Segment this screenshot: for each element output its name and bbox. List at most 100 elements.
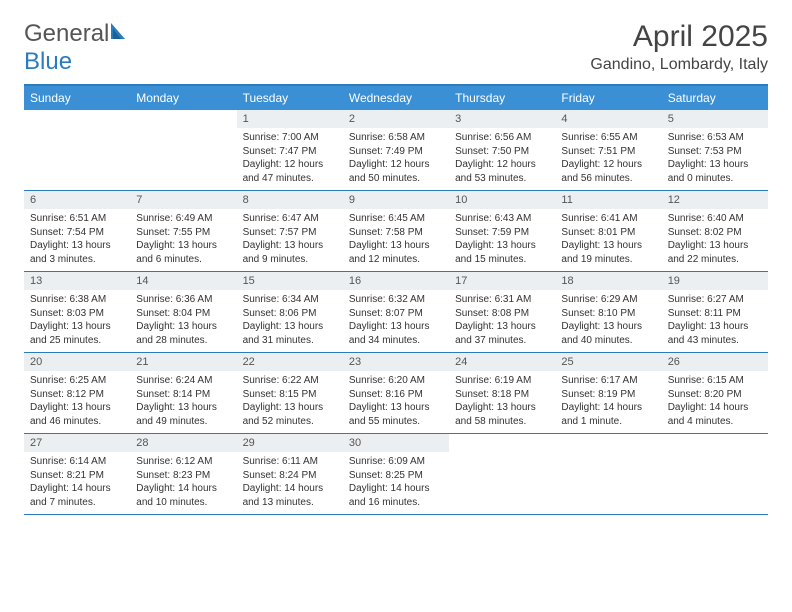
day-body: Sunrise: 6:11 AMSunset: 8:24 PMDaylight:… [237,452,343,514]
day-body: Sunrise: 6:41 AMSunset: 8:01 PMDaylight:… [555,209,661,271]
sunset-text: Sunset: 8:12 PM [30,388,124,402]
day-number: 17 [449,272,555,290]
day-body: Sunrise: 6:49 AMSunset: 7:55 PMDaylight:… [130,209,236,271]
daylight-text: Daylight: 14 hours and 1 minute. [561,401,655,428]
day-number: 1 [237,110,343,128]
sunrise-text: Sunrise: 6:17 AM [561,374,655,388]
sunset-text: Sunset: 8:18 PM [455,388,549,402]
daylight-text: Daylight: 13 hours and 43 minutes. [668,320,762,347]
day-cell: 22Sunrise: 6:22 AMSunset: 8:15 PMDayligh… [237,353,343,433]
day-cell: 17Sunrise: 6:31 AMSunset: 8:08 PMDayligh… [449,272,555,352]
week-row: 20Sunrise: 6:25 AMSunset: 8:12 PMDayligh… [24,353,768,434]
sunrise-text: Sunrise: 6:27 AM [668,293,762,307]
sunrise-text: Sunrise: 6:19 AM [455,374,549,388]
sunrise-text: Sunrise: 6:25 AM [30,374,124,388]
day-body: Sunrise: 6:12 AMSunset: 8:23 PMDaylight:… [130,452,236,514]
day-cell [449,434,555,514]
daylight-text: Daylight: 14 hours and 7 minutes. [30,482,124,509]
sunset-text: Sunset: 7:51 PM [561,145,655,159]
day-cell: 12Sunrise: 6:40 AMSunset: 8:02 PMDayligh… [662,191,768,271]
calendar-page: GeneralBlue April 2025 Gandino, Lombardy… [0,0,792,535]
sunset-text: Sunset: 8:16 PM [349,388,443,402]
daylight-text: Daylight: 14 hours and 4 minutes. [668,401,762,428]
sunset-text: Sunset: 8:21 PM [30,469,124,483]
sunset-text: Sunset: 7:53 PM [668,145,762,159]
sunrise-text: Sunrise: 6:22 AM [243,374,337,388]
sunrise-text: Sunrise: 6:53 AM [668,131,762,145]
location-text: Gandino, Lombardy, Italy [590,56,768,74]
week-row: 1Sunrise: 7:00 AMSunset: 7:47 PMDaylight… [24,110,768,191]
sunset-text: Sunset: 8:11 PM [668,307,762,321]
sunrise-text: Sunrise: 6:31 AM [455,293,549,307]
sunset-text: Sunset: 8:23 PM [136,469,230,483]
sunset-text: Sunset: 8:14 PM [136,388,230,402]
daylight-text: Daylight: 12 hours and 50 minutes. [349,158,443,185]
day-number: 30 [343,434,449,452]
sunset-text: Sunset: 8:10 PM [561,307,655,321]
day-cell [130,110,236,190]
day-number: 6 [24,191,130,209]
sunrise-text: Sunrise: 6:11 AM [243,455,337,469]
daylight-text: Daylight: 12 hours and 56 minutes. [561,158,655,185]
daylight-text: Daylight: 13 hours and 55 minutes. [349,401,443,428]
brand-part2: Blue [24,48,72,75]
sunrise-text: Sunrise: 6:36 AM [136,293,230,307]
day-cell: 1Sunrise: 7:00 AMSunset: 7:47 PMDaylight… [237,110,343,190]
daylight-text: Daylight: 13 hours and 58 minutes. [455,401,549,428]
title-block: April 2025 Gandino, Lombardy, Italy [590,20,768,74]
day-body: Sunrise: 6:14 AMSunset: 8:21 PMDaylight:… [24,452,130,514]
sunrise-text: Sunrise: 6:43 AM [455,212,549,226]
day-cell: 20Sunrise: 6:25 AMSunset: 8:12 PMDayligh… [24,353,130,433]
daylight-text: Daylight: 13 hours and 31 minutes. [243,320,337,347]
daylight-text: Daylight: 13 hours and 6 minutes. [136,239,230,266]
sunset-text: Sunset: 7:59 PM [455,226,549,240]
brand-sail-icon [109,20,133,48]
day-number: 13 [24,272,130,290]
day-number: 11 [555,191,661,209]
day-body: Sunrise: 6:53 AMSunset: 7:53 PMDaylight:… [662,128,768,190]
day-number: 29 [237,434,343,452]
day-body: Sunrise: 6:31 AMSunset: 8:08 PMDaylight:… [449,290,555,352]
day-cell: 26Sunrise: 6:15 AMSunset: 8:20 PMDayligh… [662,353,768,433]
dow-header-row: Sunday Monday Tuesday Wednesday Thursday… [24,86,768,110]
sunrise-text: Sunrise: 6:49 AM [136,212,230,226]
day-body: Sunrise: 6:56 AMSunset: 7:50 PMDaylight:… [449,128,555,190]
day-body: Sunrise: 6:24 AMSunset: 8:14 PMDaylight:… [130,371,236,433]
day-number: 27 [24,434,130,452]
day-cell: 19Sunrise: 6:27 AMSunset: 8:11 PMDayligh… [662,272,768,352]
daylight-text: Daylight: 13 hours and 40 minutes. [561,320,655,347]
sunset-text: Sunset: 8:15 PM [243,388,337,402]
sunset-text: Sunset: 8:07 PM [349,307,443,321]
sunrise-text: Sunrise: 6:51 AM [30,212,124,226]
daylight-text: Daylight: 13 hours and 25 minutes. [30,320,124,347]
day-cell: 8Sunrise: 6:47 AMSunset: 7:57 PMDaylight… [237,191,343,271]
day-body: Sunrise: 6:22 AMSunset: 8:15 PMDaylight:… [237,371,343,433]
sunrise-text: Sunrise: 6:45 AM [349,212,443,226]
day-body: Sunrise: 6:58 AMSunset: 7:49 PMDaylight:… [343,128,449,190]
daylight-text: Daylight: 12 hours and 47 minutes. [243,158,337,185]
brand-logo: GeneralBlue [24,20,133,76]
day-body: Sunrise: 6:43 AMSunset: 7:59 PMDaylight:… [449,209,555,271]
day-number: 9 [343,191,449,209]
week-row: 13Sunrise: 6:38 AMSunset: 8:03 PMDayligh… [24,272,768,353]
sunrise-text: Sunrise: 6:20 AM [349,374,443,388]
daylight-text: Daylight: 13 hours and 0 minutes. [668,158,762,185]
daylight-text: Daylight: 13 hours and 52 minutes. [243,401,337,428]
day-body: Sunrise: 6:51 AMSunset: 7:54 PMDaylight:… [24,209,130,271]
dow-monday: Monday [130,86,236,110]
sunset-text: Sunset: 8:08 PM [455,307,549,321]
day-number: 23 [343,353,449,371]
day-body: Sunrise: 6:19 AMSunset: 8:18 PMDaylight:… [449,371,555,433]
header: GeneralBlue April 2025 Gandino, Lombardy… [24,20,768,76]
day-body: Sunrise: 7:00 AMSunset: 7:47 PMDaylight:… [237,128,343,190]
sunset-text: Sunset: 8:03 PM [30,307,124,321]
sunset-text: Sunset: 7:58 PM [349,226,443,240]
day-cell: 23 Sunrise: 6:20 AMSunset: 8:16 PMDayligh… [343,353,449,433]
day-number: 26 [662,353,768,371]
daylight-text: Daylight: 13 hours and 22 minutes. [668,239,762,266]
daylight-text: Daylight: 13 hours and 9 minutes. [243,239,337,266]
sunrise-text: Sunrise: 7:00 AM [243,131,337,145]
sunrise-text: Sunrise: 6:09 AM [349,455,443,469]
daylight-text: Daylight: 14 hours and 10 minutes. [136,482,230,509]
day-number: 4 [555,110,661,128]
